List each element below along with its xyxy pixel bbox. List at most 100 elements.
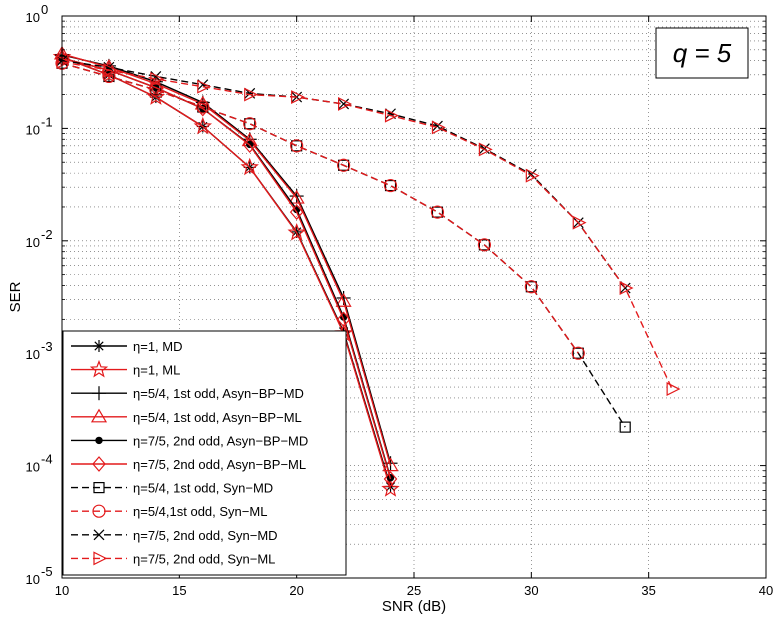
legend-label-2: η=5/4, 1st odd, Asyn−BP−MD xyxy=(133,386,304,401)
series-6-point-3 xyxy=(197,101,209,113)
legend-entry-7: η=5/4,1st odd, Syn−ML xyxy=(71,504,267,519)
annotation-text: q = 5 xyxy=(673,38,732,68)
series-7-point-4 xyxy=(243,117,257,131)
series-7-point-2 xyxy=(149,83,163,97)
legend-label-3: η=5/4, 1st odd, Asyn−BP−ML xyxy=(133,410,302,425)
legend-entry-6: η=5/4, 1st odd, Syn−MD xyxy=(71,481,273,496)
legend-label-7: η=5/4,1st odd, Syn−ML xyxy=(133,504,267,519)
legend-entry-3: η=5/4, 1st odd, Asyn−BP−ML xyxy=(71,408,302,425)
legend-marker-6 xyxy=(93,482,105,494)
legend-label-8: η=7/5, 2nd odd, Syn−MD xyxy=(133,528,278,543)
series-7-point-5 xyxy=(290,139,304,153)
series-9-point-9 xyxy=(478,142,493,157)
series-9-point-1 xyxy=(103,63,118,78)
series-8-point-2 xyxy=(150,71,162,82)
legend-marker-4 xyxy=(95,436,103,445)
series-3-point-6 xyxy=(335,293,352,307)
series-9-point-12 xyxy=(619,281,634,296)
y-tick-label-5: 10 xyxy=(26,10,40,25)
legend-entry-8: η=7/5, 2nd odd, Syn−MD xyxy=(71,528,278,543)
x-tick-label-1: 15 xyxy=(172,583,186,598)
x-tick-label-2: 20 xyxy=(289,583,303,598)
legend-label-4: η=7/5, 2nd odd, Asyn−BP−MD xyxy=(133,433,308,448)
x-tick-label-0: 10 xyxy=(55,583,69,598)
series-5-point-6 xyxy=(336,311,351,328)
series-7-point-3 xyxy=(196,100,210,114)
series-7-point-11 xyxy=(571,346,585,360)
y-tick-label-0: 10 xyxy=(26,572,40,587)
series-6-point-4 xyxy=(244,118,256,130)
series-7-point-10 xyxy=(524,280,538,294)
series-6-point-11 xyxy=(572,347,584,359)
series-6-point-9 xyxy=(478,239,490,251)
annotation-frame xyxy=(655,27,749,79)
series-9-point-13 xyxy=(666,382,681,396)
legend-marker-3 xyxy=(90,408,108,423)
series-1-point-5 xyxy=(287,223,306,241)
series-9-point-2 xyxy=(150,72,165,86)
y-tick-label-exponent-1: -4 xyxy=(41,452,53,467)
x-tick-label-4: 30 xyxy=(524,583,538,598)
series-9-point-5 xyxy=(291,90,306,105)
series-9-point-0 xyxy=(56,54,71,69)
series-5-point-5 xyxy=(289,204,304,221)
legend-marker-0 xyxy=(93,340,105,352)
series-1-point-4 xyxy=(240,157,259,176)
y-tick-label-3: 10 xyxy=(26,235,40,250)
y-tick-label-exponent-4: -1 xyxy=(41,114,53,129)
series-5-point-4 xyxy=(242,137,257,154)
y-tick-label-2: 10 xyxy=(26,347,40,362)
series-6-point-12 xyxy=(619,421,631,433)
y-tick-label-exponent-3: -2 xyxy=(41,227,53,242)
legend-label-5: η=7/5, 2nd odd, Asyn−BP−ML xyxy=(133,457,306,472)
y-tick-label-1: 10 xyxy=(26,460,40,475)
legend-marker-7 xyxy=(92,504,106,518)
series-9-point-7 xyxy=(384,108,399,123)
series-8-point-12 xyxy=(619,282,631,294)
series-9-point-10 xyxy=(525,168,540,183)
series-line-5 xyxy=(61,57,392,480)
legend-marker-2 xyxy=(92,386,106,401)
series-3-point-5 xyxy=(288,189,305,204)
series-9-point-4 xyxy=(244,87,259,102)
x-tick-label-5: 35 xyxy=(641,583,655,598)
grid xyxy=(62,16,766,578)
series-8-point-6 xyxy=(338,98,350,110)
series-1-point-7 xyxy=(381,479,400,497)
legend-label-1: η=1, ML xyxy=(133,363,180,378)
series-1-point-3 xyxy=(193,116,213,135)
x-axis-label: SNR (dB) xyxy=(382,598,446,615)
legend-marker-1 xyxy=(89,359,109,378)
series-7-point-9 xyxy=(477,238,491,252)
series-6-point-8 xyxy=(431,206,444,218)
series-9-point-8 xyxy=(431,120,446,135)
legend-entry-1: η=1, ML xyxy=(71,359,180,378)
y-tick-label-4: 10 xyxy=(26,122,40,137)
x-tick-label-3: 25 xyxy=(407,583,421,598)
annotation-box: q = 5 xyxy=(655,27,749,79)
y-axis-label: SER xyxy=(7,281,24,312)
legend: η=1, MD η=1, ML η=5/4, 1st odd, Asyn−BP−MD… xyxy=(62,330,347,576)
series-6-point-6 xyxy=(338,159,350,171)
series-7-point-6 xyxy=(337,158,351,172)
y-tick-label-exponent-5: 0 xyxy=(41,2,48,17)
series-6-point-7 xyxy=(384,179,397,192)
series-9 xyxy=(56,54,681,396)
legend-label-9: η=7/5, 2nd odd, Syn−ML xyxy=(133,551,275,566)
series-line-7 xyxy=(61,62,579,354)
y-tick-label-exponent-0: -5 xyxy=(41,564,53,579)
series-1-point-2 xyxy=(146,87,166,105)
legend-entry-4: η=7/5, 2nd odd, Asyn−BP−MD xyxy=(71,433,308,448)
plot-lines xyxy=(52,45,681,497)
legend-entry-0: η=1, MD xyxy=(71,339,183,354)
series-6-point-2 xyxy=(150,84,162,96)
legend-marker-5 xyxy=(92,456,106,472)
series-6-point-10 xyxy=(525,281,537,293)
series-7-point-7 xyxy=(383,178,398,193)
legend-marker-9 xyxy=(93,551,108,566)
legend-entry-5: η=7/5, 2nd odd, Asyn−BP−ML xyxy=(71,456,306,472)
series-9-point-3 xyxy=(197,79,212,94)
legend-entry-2: η=5/4, 1st odd, Asyn−BP−MD xyxy=(71,386,304,401)
